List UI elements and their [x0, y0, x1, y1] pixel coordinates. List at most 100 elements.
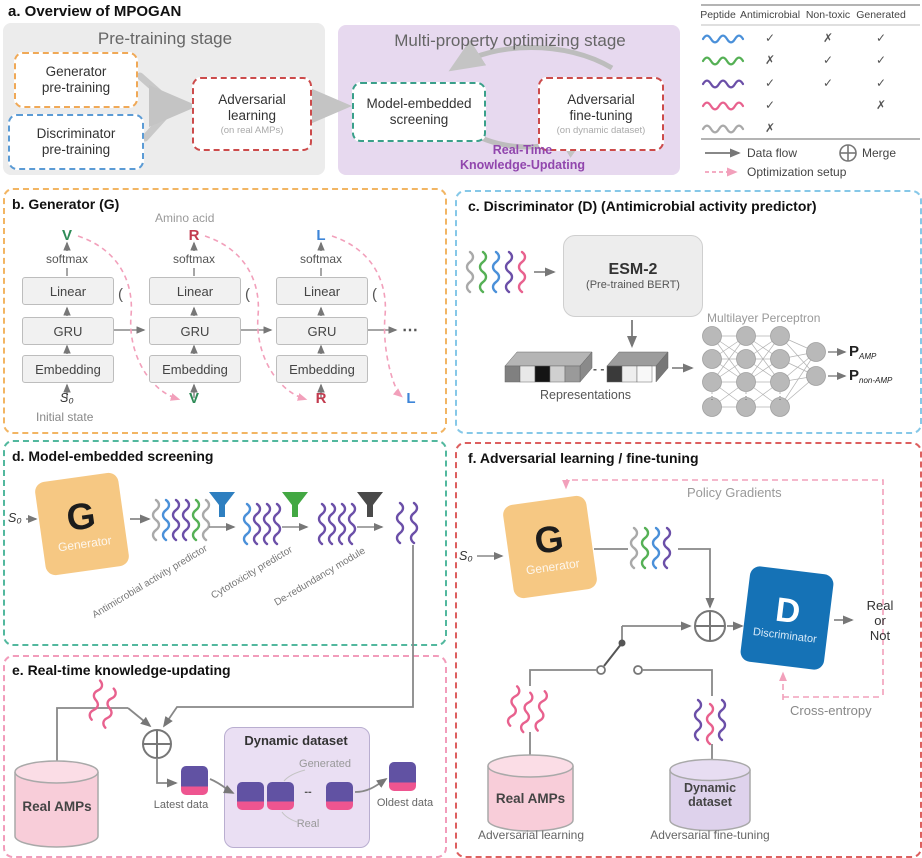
real-amps-label-e: Real AMPs	[22, 799, 92, 814]
real-amps-label-f: Real AMPs	[495, 791, 566, 806]
representations-label: Representations	[540, 388, 632, 402]
cross-entropy-label: Cross-entropy	[790, 703, 872, 718]
p-nonamp-output: Pnon-AMP	[849, 367, 892, 385]
merge-glyph	[839, 144, 857, 162]
discriminator-d-letter: D	[773, 590, 803, 632]
discriminator-shape: D Discriminator	[739, 565, 835, 671]
latest-data-label: Latest data	[153, 799, 209, 811]
p-amp-output: PAMP	[849, 343, 876, 361]
initial-state-label: Initial state	[36, 410, 94, 424]
rep-dashes: - -	[593, 362, 605, 376]
table-mark: ✗	[875, 98, 887, 112]
table-header-peptide: Peptide	[700, 9, 736, 21]
adversarial-finetuning-box: Adversarial fine-tuning (on dynamic data…	[538, 77, 664, 151]
loop-bridge-glyph: (	[245, 286, 250, 303]
table-header-antimicrobial: Antimicrobial	[739, 9, 801, 21]
adversarial-learning-label: Adversarial learning	[218, 91, 286, 123]
amino-acid-label: Amino acid	[155, 211, 215, 225]
adversarial-learning-box: Adversarial learning (on real AMPs)	[192, 77, 312, 151]
adversarial-finetuning-caption: Adversarial fine-tuning	[650, 828, 770, 842]
peptide-wave	[701, 79, 745, 89]
p-nonamp-symbol: P	[849, 367, 860, 384]
panel-b-border	[3, 188, 447, 434]
esm2-subtitle: (Pre-trained BERT)	[586, 279, 680, 291]
latest-data-chip	[181, 766, 208, 795]
generator-pretraining-box: Generator pre-training	[14, 52, 138, 108]
peptide-wave	[701, 101, 745, 111]
oldest-data-chip	[389, 762, 416, 791]
adversarial-finetuning-label: Adversarial fine-tuning	[567, 91, 635, 123]
generated-annotation: Generated	[299, 758, 351, 770]
generator-g-letter: G	[63, 493, 98, 539]
linear-box: Linear	[149, 277, 241, 305]
panel-e-title: e. Real-time knowledge-updating	[12, 662, 231, 678]
gru-box: GRU	[276, 317, 368, 345]
real-or-not-label: Real or Not	[866, 598, 894, 643]
dataset-chip	[267, 782, 294, 810]
generator-sublabel-f: Generator	[524, 555, 581, 578]
merge-legend: Merge	[862, 146, 897, 160]
optimization-setup-legend: Optimization setup	[747, 165, 847, 179]
p-amp-symbol: P	[849, 343, 860, 360]
discriminator-pretraining-box: Discriminator pre-training	[8, 114, 144, 170]
peptide-wave	[701, 124, 745, 134]
embedding-box: Embedding	[276, 355, 368, 383]
embedding-box: Embedding	[149, 355, 241, 383]
panel-b-title: b. Generator (G)	[12, 196, 120, 212]
input-letter-r: R	[315, 390, 327, 407]
generator-sublabel: Generator	[56, 532, 113, 555]
linear-box: Linear	[276, 277, 368, 305]
generator-shape-f: G Generator	[501, 494, 599, 600]
gru-box: GRU	[22, 317, 114, 345]
adversarial-finetuning-note: (on dynamic dataset)	[556, 124, 646, 136]
softmax-label: softmax	[300, 252, 343, 266]
policy-gradients-label: Policy Gradients	[687, 485, 782, 500]
table-mark: ✓	[764, 31, 776, 45]
peptide-wave	[701, 34, 745, 44]
table-mark: ✗	[764, 121, 776, 135]
dataset-chip	[237, 782, 264, 810]
oldest-data-label: Oldest data	[376, 797, 434, 809]
p-nonamp-subscript: non-AMP	[859, 376, 893, 385]
panel-d-title: d. Model-embedded screening	[12, 448, 214, 464]
dynamic-dataset-title: Dynamic dataset	[244, 733, 348, 748]
panel-d-s0: S₀	[8, 511, 22, 525]
panel-c-border	[455, 190, 922, 434]
output-letter-r: R	[188, 227, 200, 244]
esm2-box: ESM-2 (Pre-trained BERT)	[563, 235, 703, 317]
data-flow-legend: Data flow	[747, 146, 798, 160]
table-mark: ✓	[822, 53, 834, 67]
panel-f-s0: S₀	[459, 549, 473, 563]
pretraining-stage-label: Pre-training stage	[97, 29, 233, 48]
loop-bridge-glyph: (	[118, 286, 123, 303]
gru-box: GRU	[149, 317, 241, 345]
softmax-label: softmax	[46, 252, 89, 266]
generator-shape-d: G Generator	[33, 471, 131, 577]
adversarial-learning-caption: Adversarial learning	[477, 828, 585, 842]
realtime-knowledge-updating-label: Real-Time Knowledge-Updating	[460, 143, 585, 172]
chip-dots: --	[304, 786, 312, 798]
table-mark: ✓	[764, 98, 776, 112]
esm2-title: ESM-2	[608, 261, 658, 278]
table-mark: ✓	[875, 76, 887, 90]
table-mark: ✓	[764, 76, 776, 90]
discriminator-sublabel: Discriminator	[752, 625, 818, 646]
p-amp-subscript: AMP	[859, 352, 877, 361]
multiproperty-stage-label: Multi-property optimizing stage	[394, 31, 626, 50]
input-letter-l: L	[406, 390, 416, 407]
table-mark: ✓	[875, 31, 887, 45]
panel-f-border	[455, 442, 922, 858]
real-annotation: Real	[296, 818, 320, 830]
dataset-chip	[326, 782, 353, 810]
initial-state-s0: S₀	[60, 391, 74, 405]
dynamic-dataset-label-f: Dynamic dataset	[683, 781, 737, 810]
output-letter-v: V	[61, 227, 72, 244]
mlp-label: Multilayer Perceptron	[707, 311, 821, 325]
table-header-generated: Generated	[856, 9, 906, 21]
output-letter-l: L	[316, 227, 326, 244]
table-mark: ✗	[764, 53, 776, 67]
panel-c-title: c. Discriminator (D) (Antimicrobial acti…	[468, 198, 817, 214]
table-mark: ✗	[822, 31, 834, 45]
linear-box: Linear	[22, 277, 114, 305]
